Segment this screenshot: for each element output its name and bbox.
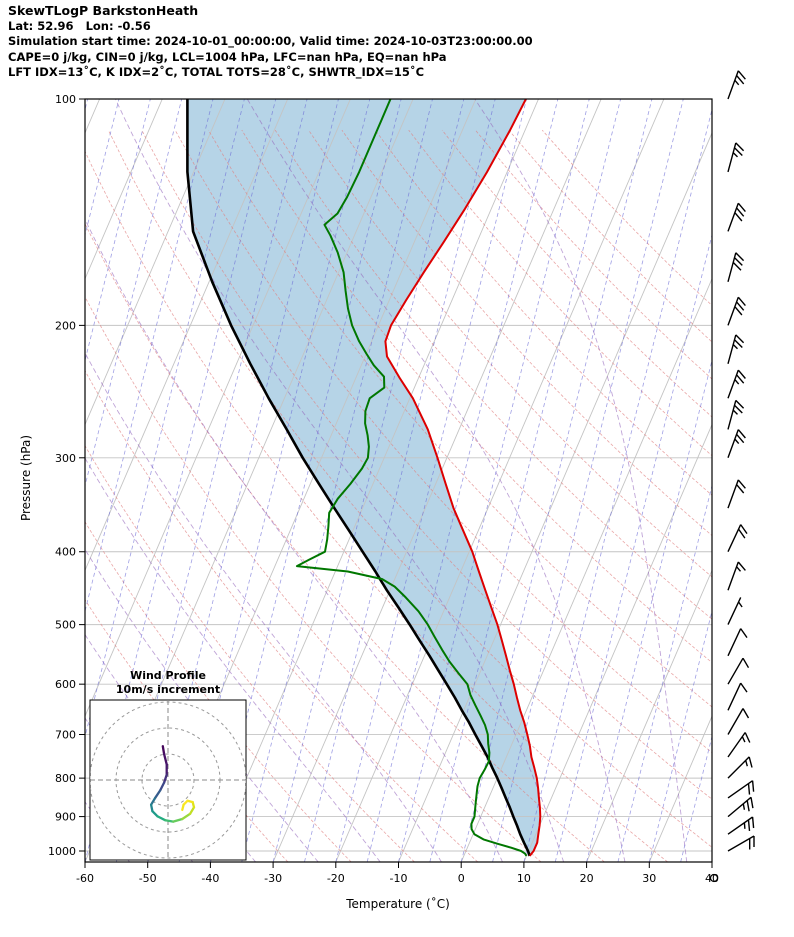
wind-barb xyxy=(727,628,748,657)
wind-barb xyxy=(727,816,755,835)
wind-barb xyxy=(727,369,746,399)
wind-barb xyxy=(727,780,755,799)
wind-barb xyxy=(727,657,750,685)
stability-indices-line: LFT IDX=13˚C, K IDX=2˚C, TOTAL TOTS=28˚C… xyxy=(8,65,425,80)
x-tick-label: -60 xyxy=(76,872,94,885)
x-tick-label: 30 xyxy=(642,872,656,885)
cape-indices-line: CAPE=0 j/kg, CIN=0 j/kg, LCL=1004 hPa, L… xyxy=(8,49,447,64)
wind-barb xyxy=(727,835,755,852)
header-block: SkewTLogP BarkstonHeath Lat: 52.96 Lon: … xyxy=(8,3,533,81)
wind-barb xyxy=(727,561,746,591)
hodograph-content xyxy=(90,700,246,860)
background-grid xyxy=(85,99,712,862)
hodograph-trace-segment xyxy=(181,812,192,821)
wind-barb xyxy=(727,429,746,459)
y-axis-label: Pressure (hPa) xyxy=(19,434,33,522)
sounding-profiles xyxy=(186,99,542,857)
wind-barbs xyxy=(709,70,755,883)
wind-barb xyxy=(727,732,751,758)
wind-barb xyxy=(727,70,746,100)
page-title: SkewTLogP BarkstonHeath xyxy=(8,3,199,18)
hodograph-trace-segment xyxy=(162,752,168,766)
x-tick-label: -50 xyxy=(139,872,157,885)
wind-barb xyxy=(727,524,748,552)
x-tick-label: 0 xyxy=(458,872,465,885)
wind-barb xyxy=(727,296,746,326)
hodograph-trace-segment xyxy=(149,797,157,806)
hodograph-trace-segment xyxy=(161,745,166,756)
temperature-curve xyxy=(384,99,542,857)
wind-barb xyxy=(727,479,746,509)
y-tick-label: 200 xyxy=(55,319,76,332)
y-tick-label: 600 xyxy=(55,678,76,691)
y-tick-label: 700 xyxy=(55,729,76,742)
cape-shading xyxy=(187,99,541,856)
hodograph-trace-segment xyxy=(172,817,184,823)
y-tick-label: 300 xyxy=(55,452,76,465)
parcel-curve xyxy=(186,99,531,857)
axes: -60 -50 -40 -30 -20 -10 0 10 20 30 401002003004005… xyxy=(48,93,719,885)
hodograph-trace-segment xyxy=(151,810,159,818)
wind-barb xyxy=(727,597,743,625)
hodograph-trace-segment xyxy=(159,781,166,792)
hodograph-subtitle: 10m/s increment xyxy=(115,683,221,696)
calm-wind-circle xyxy=(709,873,719,883)
hodograph-trace-segment xyxy=(156,815,167,822)
latlon-line: Lat: 52.96 Lon: -0.56 xyxy=(8,18,151,33)
x-tick-label: -20 xyxy=(327,872,345,885)
y-tick-label: 100 xyxy=(55,93,76,106)
hodograph-trace-segment xyxy=(188,806,196,815)
wind-barb xyxy=(727,708,750,735)
x-tick-label: 10 xyxy=(517,872,531,885)
x-tick-label: -30 xyxy=(264,872,282,885)
y-tick-label: 900 xyxy=(55,811,76,824)
x-tick-label: 20 xyxy=(580,872,594,885)
simulation-time-line: Simulation start time: 2024-10-01_00:00:… xyxy=(8,34,533,49)
hodograph-trace-segment xyxy=(164,819,175,823)
y-tick-label: 400 xyxy=(55,546,76,559)
dewpoint-curve xyxy=(295,99,528,857)
x-tick-label: -40 xyxy=(201,872,219,885)
hodograph-trace-segment xyxy=(153,789,162,800)
hodograph-trace-segment xyxy=(181,803,185,812)
wind-barb xyxy=(727,252,745,282)
y-tick-label: 500 xyxy=(55,619,76,632)
wind-barb xyxy=(727,796,754,818)
wind-barb xyxy=(727,756,753,779)
x-tick-label: -10 xyxy=(390,872,408,885)
hodograph-title: Wind Profile xyxy=(130,669,206,682)
mixing-lines xyxy=(85,99,712,862)
y-tick-label: 1000 xyxy=(48,845,76,858)
wind-barb xyxy=(727,202,746,232)
wind-barb xyxy=(727,399,745,430)
wind-barb xyxy=(727,334,745,364)
x-axis-label: Temperature (˚C) xyxy=(346,897,450,911)
y-tick-label: 800 xyxy=(55,772,76,785)
wind-barb xyxy=(727,682,748,711)
hodograph-trace-segment xyxy=(162,773,168,784)
wind-barb xyxy=(727,142,745,173)
